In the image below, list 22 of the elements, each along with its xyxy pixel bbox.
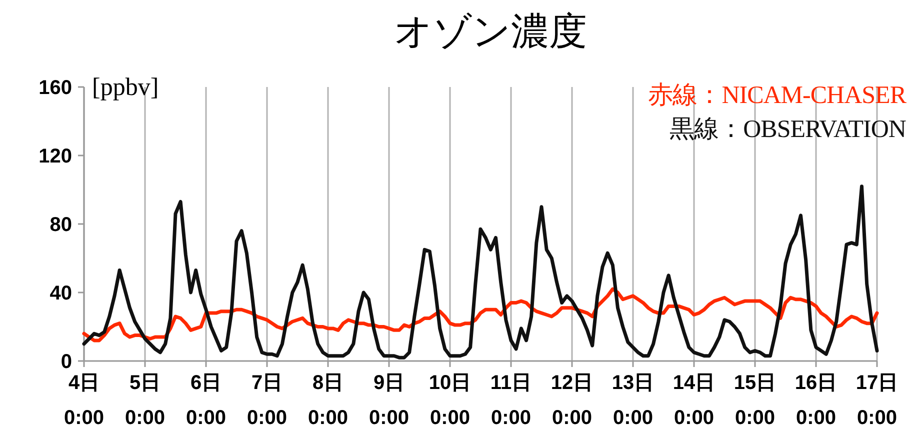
x-tick-label: 5日 0:00 bbox=[124, 372, 166, 429]
y-tick-label: 40 bbox=[50, 282, 72, 304]
y-tick-label: 80 bbox=[50, 214, 72, 236]
y-tick-label: 0 bbox=[60, 351, 72, 373]
x-tick-label: 14日 0:00 bbox=[672, 372, 716, 429]
x-tick-label: 15日 0:00 bbox=[734, 372, 776, 429]
chart-title: オゾン濃度 bbox=[394, 11, 587, 53]
x-tick-label: 11日 0:00 bbox=[490, 372, 532, 429]
x-tick-label: 12日 0:00 bbox=[550, 372, 594, 429]
x-tick-label: 17日 0:00 bbox=[856, 372, 898, 429]
y-tick-label: 120 bbox=[38, 146, 72, 168]
x-tick-label: 9日 0:00 bbox=[368, 372, 410, 429]
x-tick-label: 16日 0:00 bbox=[794, 372, 838, 429]
y-axis-title: [ppbv] bbox=[92, 74, 159, 101]
x-tick-label: 13日 0:00 bbox=[612, 372, 654, 429]
y-tick-label: 160 bbox=[38, 77, 72, 99]
x-tick-label: 10日 0:00 bbox=[428, 372, 472, 429]
legend: 赤線：NICAM-CHASER 黒線：OBSERVATION bbox=[648, 82, 906, 143]
x-tick-label: 4日 0:00 bbox=[64, 372, 104, 429]
x-tick-label: 8日 0:00 bbox=[308, 372, 348, 429]
x-tick-label: 7日 0:00 bbox=[246, 372, 288, 429]
x-tick-label: 6日 0:00 bbox=[186, 372, 226, 429]
